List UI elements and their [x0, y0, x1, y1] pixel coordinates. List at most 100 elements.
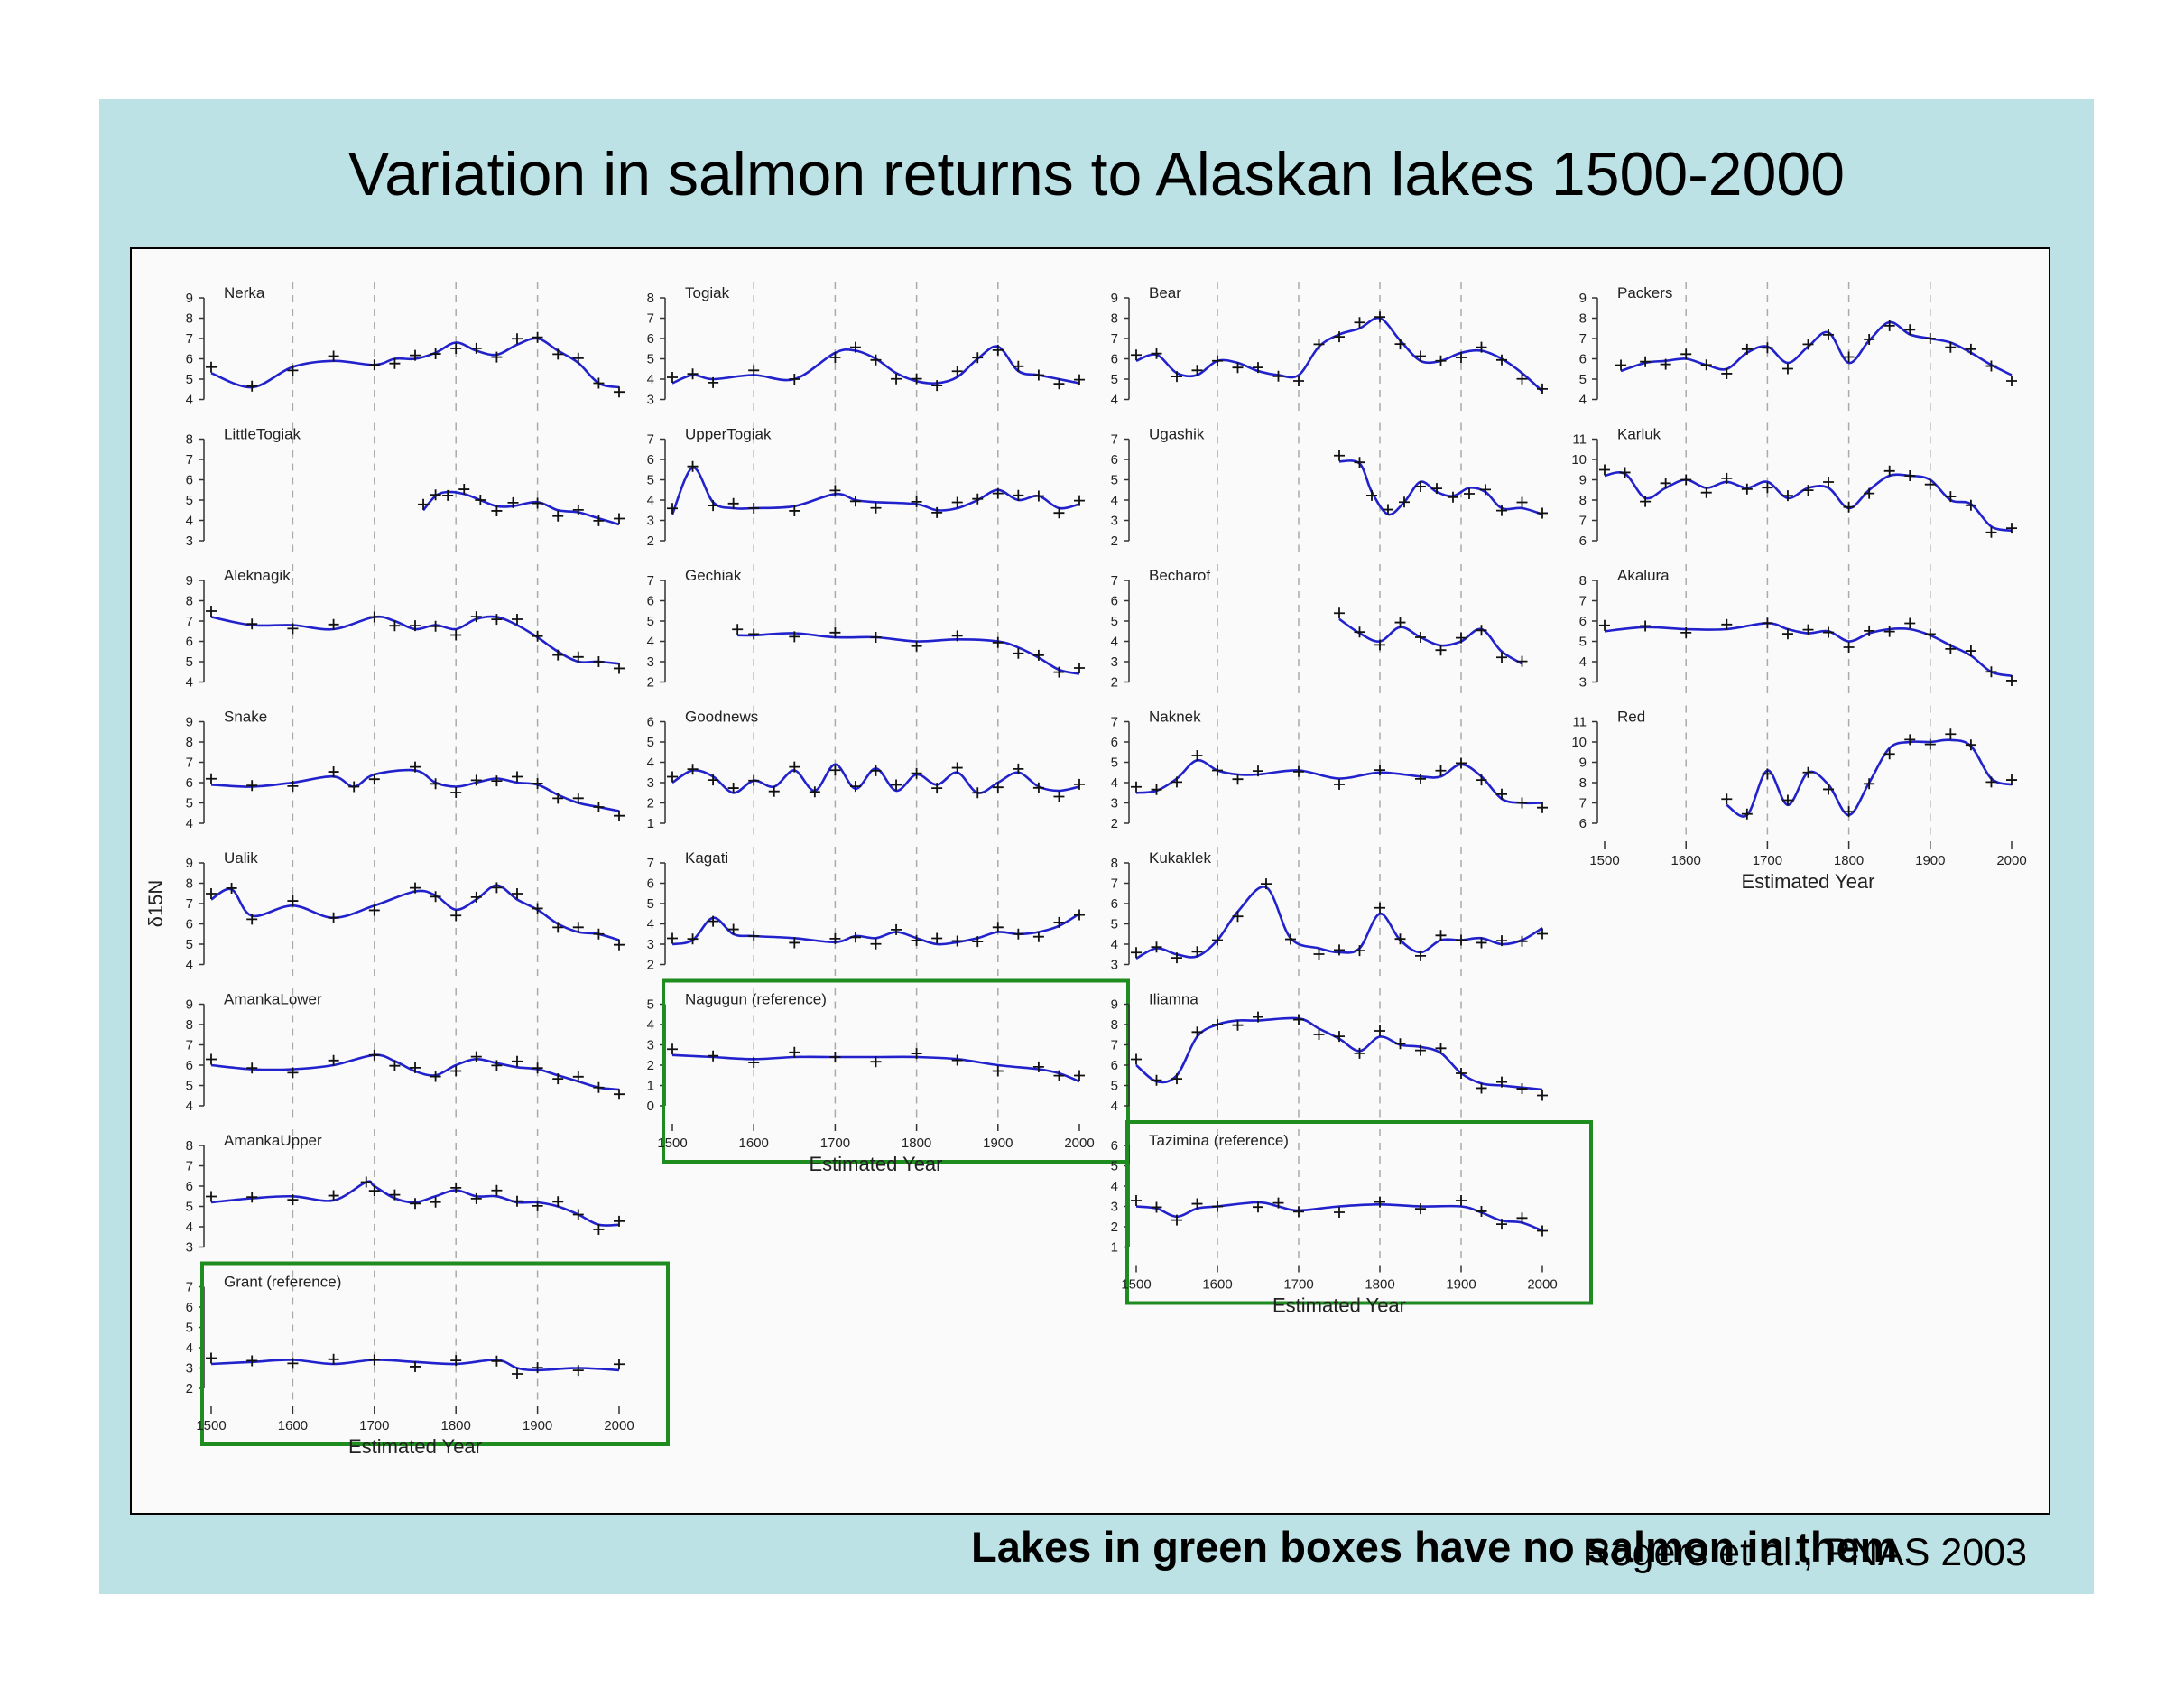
- data-point: [246, 1062, 258, 1074]
- y-tick-label: 7: [1579, 331, 1587, 347]
- data-point: [552, 1073, 564, 1085]
- data-point: [410, 761, 421, 773]
- data-point: [972, 936, 984, 948]
- data-point: [1032, 369, 1044, 381]
- data-point: [532, 903, 543, 914]
- y-tick-label: 3: [647, 654, 654, 670]
- y-tick-label: 4: [647, 1017, 654, 1033]
- y-tick-label: 8: [1111, 856, 1118, 871]
- data-point: [972, 352, 984, 364]
- data-point: [246, 780, 258, 792]
- data-point: [328, 618, 339, 630]
- green-box-note: Lakes in green boxes have no salmon in t…: [971, 1523, 1898, 1571]
- data-point: [748, 365, 760, 376]
- y-tick-label: 7: [647, 573, 654, 589]
- data-point: [992, 487, 1004, 499]
- data-point: [368, 359, 380, 371]
- data-point: [287, 1067, 299, 1079]
- y-tick-label: 4: [647, 372, 654, 387]
- y-tick-label: 7: [186, 756, 193, 771]
- data-point: [593, 802, 605, 812]
- x-tick-label: 1800: [1834, 853, 1864, 868]
- data-point: [593, 377, 605, 389]
- data-point: [1253, 362, 1263, 374]
- y-tick-label: 5: [1111, 1159, 1118, 1174]
- data-point: [911, 496, 922, 507]
- data-point: [450, 910, 462, 922]
- data-point: [410, 1360, 421, 1372]
- data-point: [2006, 376, 2017, 386]
- data-point: [470, 891, 482, 903]
- data-point: [1191, 750, 1203, 762]
- data-point: [911, 934, 922, 946]
- data-point: [552, 510, 564, 522]
- data-point: [1053, 666, 1065, 678]
- y-tick-label: 9: [186, 856, 193, 871]
- data-point: [708, 774, 719, 786]
- data-point: [891, 779, 902, 791]
- data-point: [246, 1355, 258, 1367]
- data-point: [1415, 632, 1426, 643]
- data-point: [1191, 946, 1203, 958]
- data-point: [1394, 339, 1406, 350]
- data-point: [1802, 766, 1814, 778]
- y-tick-label: 2: [647, 1058, 654, 1073]
- data-point: [1374, 1196, 1385, 1208]
- data-point: [1496, 788, 1507, 800]
- data-point: [450, 629, 462, 641]
- data-point: [727, 783, 739, 794]
- data-point: [1762, 482, 1773, 494]
- y-tick-label: 8: [1579, 311, 1587, 327]
- data-point: [1399, 496, 1410, 508]
- y-tick-label: 2: [647, 796, 654, 812]
- data-point: [1741, 808, 1753, 820]
- y-tick-label: 7: [1111, 573, 1118, 589]
- data-point: [1074, 1070, 1085, 1081]
- data-point: [389, 1060, 401, 1071]
- data-point: [1864, 625, 1875, 636]
- data-point: [593, 928, 605, 940]
- y-tick-label: 6: [1111, 735, 1118, 750]
- data-point: [389, 620, 401, 632]
- data-point: [1435, 645, 1447, 656]
- data-point: [1680, 348, 1692, 360]
- data-point: [552, 793, 564, 804]
- data-point: [951, 630, 963, 642]
- data-point: [552, 649, 564, 661]
- x-tick-label: 1600: [739, 1136, 769, 1151]
- data-point: [1864, 778, 1875, 790]
- data-point: [1823, 784, 1835, 795]
- data-point: [430, 778, 441, 790]
- data-point: [1843, 806, 1855, 818]
- data-point: [1171, 1073, 1182, 1085]
- data-point: [470, 1051, 482, 1062]
- y-tick-label: 6: [186, 1179, 193, 1194]
- x-tick-label: 2000: [604, 1418, 634, 1433]
- data-point: [1904, 734, 1916, 746]
- data-point: [1700, 487, 1712, 498]
- x-tick-label: 1600: [1671, 853, 1701, 868]
- data-point: [1721, 367, 1733, 379]
- data-point: [1516, 496, 1528, 508]
- data-point: [1864, 487, 1875, 499]
- data-point: [1151, 1201, 1162, 1213]
- y-tick-label: 6: [1111, 1138, 1118, 1154]
- lake-label: Kagati: [685, 849, 728, 867]
- y-tick-label: 4: [647, 756, 654, 771]
- data-point: [789, 937, 800, 949]
- x-axis-label: Estimated Year: [1272, 1294, 1406, 1317]
- data-point: [951, 935, 963, 947]
- y-tick-label: 5: [647, 473, 654, 488]
- series-line: [210, 884, 620, 941]
- data-point: [512, 614, 523, 625]
- data-point: [1334, 450, 1345, 461]
- data-point: [572, 793, 584, 804]
- data-point: [1354, 626, 1365, 638]
- data-point: [1904, 617, 1916, 629]
- data-point: [1802, 624, 1814, 635]
- data-point: [328, 1353, 339, 1365]
- y-tick-label: 5: [1111, 372, 1118, 387]
- data-point: [1448, 491, 1458, 503]
- data-point: [512, 1368, 523, 1379]
- y-tick-label: 5: [647, 352, 654, 367]
